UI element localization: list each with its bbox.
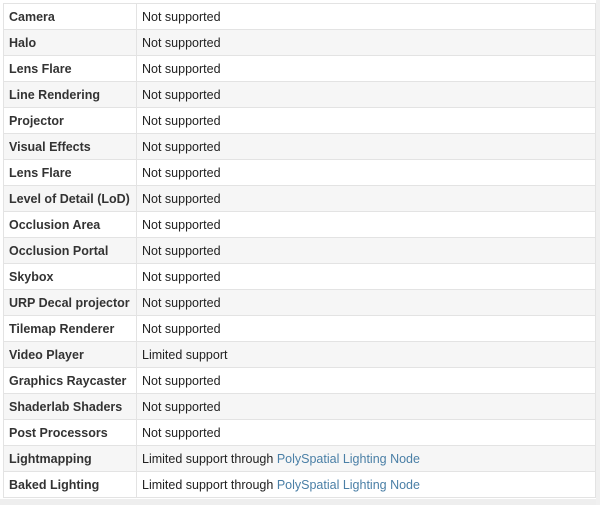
support-status: Not supported — [136, 159, 596, 186]
feature-name: Camera — [3, 3, 137, 30]
support-status: Not supported — [136, 393, 596, 420]
feature-name: Skybox — [3, 263, 137, 290]
feature-name: Video Player — [3, 341, 137, 368]
support-status: Not supported — [136, 315, 596, 342]
support-status: Not supported — [136, 133, 596, 160]
feature-name: Shaderlab Shaders — [3, 393, 137, 420]
table-row: Occlusion Area Not supported — [3, 211, 596, 238]
table-row: URP Decal projector Not supported — [3, 289, 596, 316]
table-row: Line Rendering Not supported — [3, 81, 596, 108]
table-row: Halo Not supported — [3, 29, 596, 56]
feature-name: Line Rendering — [3, 81, 137, 108]
feature-name: Graphics Raycaster — [3, 367, 137, 394]
support-text: Not supported — [142, 35, 221, 50]
support-status: Not supported — [136, 237, 596, 264]
support-text: Not supported — [142, 295, 221, 310]
support-text: Not supported — [142, 61, 221, 76]
table-row: Post Processors Not supported — [3, 419, 596, 446]
table-row: Level of Detail (LoD) Not supported — [3, 185, 596, 212]
support-text: Not supported — [142, 269, 221, 284]
feature-name: Baked Lighting — [3, 471, 137, 498]
feature-name: Occlusion Portal — [3, 237, 137, 264]
support-text: Not supported — [142, 9, 221, 24]
feature-name: Visual Effects — [3, 133, 137, 160]
table-row: Video Player Limited support — [3, 341, 596, 368]
table-row: Lens Flare Not supported — [3, 55, 596, 82]
support-status: Not supported — [136, 55, 596, 82]
table-row: Visual Effects Not supported — [3, 133, 596, 160]
support-text: Not supported — [142, 217, 221, 232]
table-row: Shaderlab Shaders Not supported — [3, 393, 596, 420]
table-row: Graphics Raycaster Not supported — [3, 367, 596, 394]
feature-name: Lens Flare — [3, 55, 137, 82]
feature-name: Post Processors — [3, 419, 137, 446]
support-status: Not supported — [136, 185, 596, 212]
feature-name: Tilemap Renderer — [3, 315, 137, 342]
support-text: Not supported — [142, 191, 221, 206]
table-row: Skybox Not supported — [3, 263, 596, 290]
feature-name: Lens Flare — [3, 159, 137, 186]
feature-support-table: Camera Not supported Halo Not supported Lens… — [3, 3, 596, 498]
support-text: Limited support through — [142, 477, 277, 492]
table-row: Projector Not supported — [3, 107, 596, 134]
feature-name: Halo — [3, 29, 137, 56]
support-text: Limited support — [142, 347, 228, 362]
support-status: Limited support through PolySpatial Ligh… — [136, 445, 596, 472]
support-text: Not supported — [142, 373, 221, 388]
support-status: Not supported — [136, 263, 596, 290]
support-status: Not supported — [136, 29, 596, 56]
table-row: Baked Lighting Limited support through Po… — [3, 471, 596, 498]
support-text: Not supported — [142, 87, 221, 102]
table-row: Camera Not supported — [3, 3, 596, 30]
polyspatial-lighting-node-link[interactable]: PolySpatial Lighting Node — [276, 477, 420, 492]
table-row: Lens Flare Not supported — [3, 159, 596, 186]
support-status: Limited support through PolySpatial Ligh… — [136, 471, 596, 498]
polyspatial-lighting-node-link[interactable]: PolySpatial Lighting Node — [276, 451, 420, 466]
support-status: Not supported — [136, 367, 596, 394]
feature-name: Projector — [3, 107, 137, 134]
table-row: Lightmapping Limited support through Poly… — [3, 445, 596, 472]
support-text: Not supported — [142, 113, 221, 128]
support-status: Not supported — [136, 289, 596, 316]
table-row: Occlusion Portal Not supported — [3, 237, 596, 264]
support-status: Not supported — [136, 3, 596, 30]
support-text: Not supported — [142, 139, 221, 154]
support-text: Not supported — [142, 425, 221, 440]
feature-name: Level of Detail (LoD) — [3, 185, 137, 212]
support-status: Limited support — [136, 341, 596, 368]
feature-name: Occlusion Area — [3, 211, 137, 238]
bottom-edge — [0, 499, 600, 505]
support-text: Not supported — [142, 321, 221, 336]
support-status: Not supported — [136, 81, 596, 108]
support-text: Not supported — [142, 165, 221, 180]
table-row: Tilemap Renderer Not supported — [3, 315, 596, 342]
support-status: Not supported — [136, 211, 596, 238]
support-status: Not supported — [136, 419, 596, 446]
feature-name: URP Decal projector — [3, 289, 137, 316]
feature-name: Lightmapping — [3, 445, 137, 472]
scrollbar[interactable] — [596, 0, 600, 505]
support-status: Not supported — [136, 107, 596, 134]
support-text: Not supported — [142, 243, 221, 258]
support-text: Limited support through — [142, 451, 277, 466]
support-text: Not supported — [142, 399, 221, 414]
